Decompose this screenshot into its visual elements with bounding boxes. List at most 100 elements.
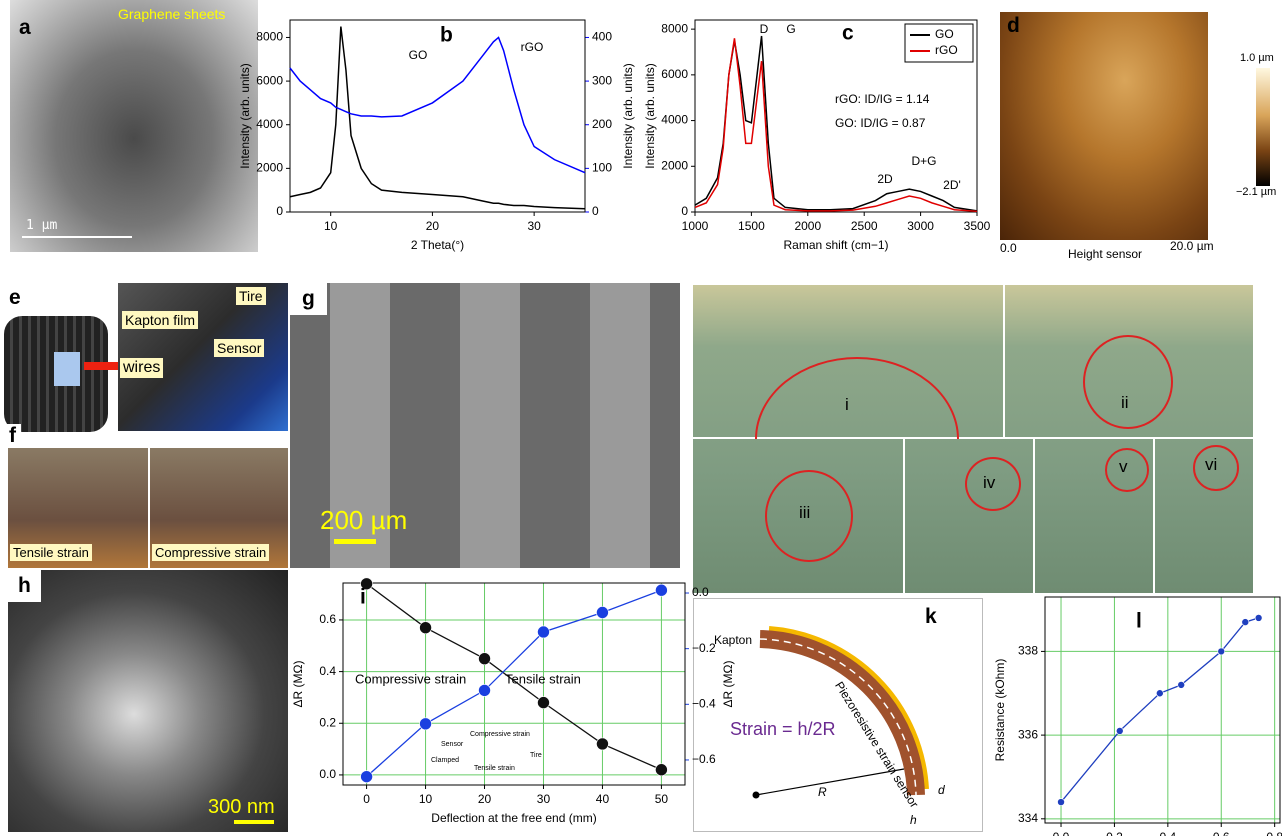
y-tick-label: 6000 — [661, 67, 688, 81]
x-tick-label: 0 — [363, 792, 370, 806]
y-tick-label: 2000 — [256, 161, 283, 175]
figure: a Graphene sheets 1 µm d 1.0 µm −2.1 µm … — [0, 0, 1282, 836]
x-tick-label: 1000 — [682, 219, 709, 233]
point — [1218, 648, 1225, 655]
y-axis-title: Intensity (arb. units) — [643, 63, 657, 168]
x-tick-label: 10 — [419, 792, 433, 806]
y-tick-label: 336 — [1018, 727, 1038, 741]
panel-label: i — [360, 586, 366, 609]
y2-tick-label: 0.0 — [692, 585, 709, 599]
annotation: Sensor — [441, 741, 464, 748]
y-tick-label: 338 — [1018, 644, 1038, 658]
x-tick-label: 3500 — [964, 219, 991, 233]
y-axis-title: Resistance (kOhm) — [993, 659, 1007, 762]
annotation: G — [786, 22, 795, 36]
point — [537, 697, 549, 709]
point — [655, 584, 667, 596]
y-tick-label: 0.4 — [319, 664, 336, 678]
x-tick-label: 3000 — [907, 219, 934, 233]
point — [1178, 681, 1185, 688]
panel-label: b — [440, 24, 453, 47]
annotation: Clamped — [431, 757, 459, 764]
y2-tick-label: 300 — [592, 73, 612, 87]
y-tick-label: 0 — [681, 204, 688, 218]
y2-tick-label: −0.4 — [692, 696, 716, 710]
point — [537, 626, 549, 638]
annotation: D — [760, 22, 769, 36]
y2-axis-title: ΔR (MΩ) — [721, 661, 735, 708]
annotation: Compressive strain — [470, 731, 530, 738]
y-axis-title: Intensity (arb. units) — [238, 63, 252, 168]
x-tick-label: 0.6 — [1213, 830, 1230, 836]
point — [1255, 614, 1262, 621]
annotation: GO: ID/IG = 0.87 — [835, 116, 926, 130]
x-tick-label: 20 — [426, 219, 440, 233]
series-line — [290, 37, 585, 172]
point — [596, 738, 608, 750]
y2-tick-label: 100 — [592, 161, 612, 175]
annotation: 2D — [877, 172, 893, 186]
panel-label: l — [1136, 610, 1142, 633]
x-tick-label: 50 — [655, 792, 669, 806]
annotation: Tensile strain — [505, 671, 581, 686]
y2-tick-label: 200 — [592, 117, 612, 131]
y-tick-label: 4000 — [256, 117, 283, 131]
plot-frame — [1045, 597, 1280, 823]
x-tick-label: 0.4 — [1159, 830, 1176, 836]
series-line — [1061, 618, 1259, 802]
annotation: D+G — [911, 154, 936, 168]
y-tick-label: 0.6 — [319, 612, 336, 626]
y2-axis-title: Intensity (arb. units) — [621, 63, 635, 168]
y-tick-label: 8000 — [256, 30, 283, 44]
x-axis-title: 2 Theta(°) — [411, 238, 464, 252]
point — [420, 622, 432, 634]
annotation: 2D' — [943, 178, 961, 192]
panel-label: c — [842, 22, 854, 45]
point — [420, 718, 432, 730]
x-tick-label: 0.0 — [1053, 830, 1070, 836]
x-tick-label: 30 — [527, 219, 541, 233]
y-tick-label: 0.2 — [319, 715, 336, 729]
point — [361, 771, 373, 783]
x-tick-label: 0.2 — [1106, 830, 1123, 836]
x-tick-label: 10 — [324, 219, 338, 233]
y-tick-label: 0.0 — [319, 767, 336, 781]
x-tick-label: 2000 — [794, 219, 821, 233]
charts: 020004000600080001020300100200300400b2 T… — [0, 0, 1282, 836]
y-tick-label: 4000 — [661, 113, 688, 127]
point — [479, 653, 491, 665]
annotation: Tire — [530, 752, 542, 759]
point — [596, 606, 608, 618]
x-axis-title: Deflection at the free end (mm) — [431, 811, 596, 825]
y-axis-title: ΔR (MΩ) — [291, 661, 305, 708]
y-tick-label: 334 — [1018, 811, 1038, 825]
x-tick-label: 2500 — [851, 219, 878, 233]
point — [1242, 619, 1249, 626]
point — [1058, 799, 1065, 806]
legend-label: GO — [935, 27, 954, 41]
x-tick-label: 0.8 — [1266, 830, 1282, 836]
point — [655, 764, 667, 776]
legend-label: rGO — [935, 43, 958, 57]
x-tick-label: 40 — [596, 792, 610, 806]
y2-tick-label: 400 — [592, 30, 612, 44]
y-tick-label: 6000 — [256, 73, 283, 87]
x-tick-label: 1500 — [738, 219, 765, 233]
y-tick-label: 8000 — [661, 21, 688, 35]
point — [479, 684, 491, 696]
annotation: rGO: ID/IG = 1.14 — [835, 92, 930, 106]
annotation: rGO — [521, 40, 544, 54]
y-tick-label: 2000 — [661, 158, 688, 172]
point — [1156, 690, 1163, 697]
annotation: GO — [409, 48, 428, 62]
annotation: Compressive strain — [355, 671, 466, 686]
y2-tick-label: −0.2 — [692, 641, 716, 655]
x-tick-label: 30 — [537, 792, 551, 806]
y-tick-label: 0 — [276, 204, 283, 218]
x-tick-label: 20 — [478, 792, 492, 806]
y2-tick-label: −0.6 — [692, 752, 716, 766]
annotation: Tensile strain — [474, 765, 515, 772]
x-axis-title: Raman shift (cm−1) — [783, 238, 888, 252]
y2-tick-label: 0 — [592, 204, 599, 218]
point — [1116, 727, 1123, 734]
